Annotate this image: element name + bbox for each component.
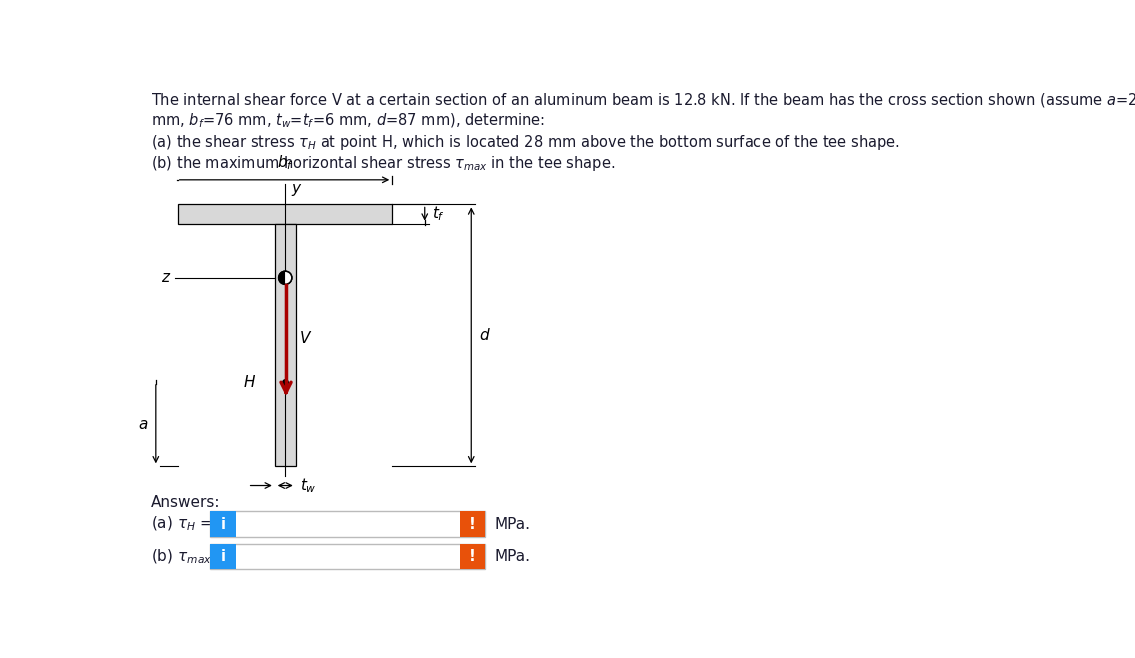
Text: $H$: $H$ — [243, 374, 255, 390]
Text: The internal shear force V at a certain section of an aluminum beam is 12.8 kN. : The internal shear force V at a certain … — [151, 91, 1135, 109]
Bar — [460, 544, 485, 569]
Text: MPa.: MPa. — [495, 517, 530, 532]
Text: Answers:: Answers: — [151, 495, 220, 510]
Text: (b) the maximum horizontal shear stress $\tau_{max}$ in the tee shape.: (b) the maximum horizontal shear stress … — [151, 154, 615, 172]
Text: i: i — [220, 517, 226, 532]
Text: $V$: $V$ — [300, 330, 312, 346]
Text: $t_f$: $t_f$ — [432, 205, 446, 223]
Text: i: i — [220, 549, 226, 564]
Bar — [178, 205, 393, 224]
Text: $t_w$: $t_w$ — [301, 476, 317, 495]
Bar — [210, 544, 236, 569]
Bar — [275, 224, 296, 467]
Bar — [210, 544, 485, 569]
Text: $y$: $y$ — [292, 182, 303, 198]
Circle shape — [279, 271, 292, 284]
Text: $a$: $a$ — [137, 417, 148, 432]
Polygon shape — [279, 271, 285, 284]
Bar — [460, 511, 485, 537]
Bar — [210, 511, 485, 537]
Text: $z$: $z$ — [161, 270, 171, 286]
Text: MPa.: MPa. — [495, 549, 530, 564]
Bar — [210, 511, 236, 537]
Text: $d$: $d$ — [479, 328, 490, 343]
Text: (a) $\tau_H$ =: (a) $\tau_H$ = — [151, 515, 213, 533]
Text: (b) $\tau_{max}$ =: (b) $\tau_{max}$ = — [151, 547, 228, 566]
Text: mm, $b_f$=76 mm, $t_w$=$t_f$=6 mm, $d$=87 mm), determine:: mm, $b_f$=76 mm, $t_w$=$t_f$=6 mm, $d$=8… — [151, 112, 545, 130]
Text: !: ! — [469, 517, 476, 532]
Text: (a) the shear stress $\tau_H$ at point H, which is located 28 mm above the botto: (a) the shear stress $\tau_H$ at point H… — [151, 133, 900, 152]
Text: $b_f$: $b_f$ — [277, 153, 294, 172]
Polygon shape — [285, 271, 292, 284]
Text: !: ! — [469, 549, 476, 564]
